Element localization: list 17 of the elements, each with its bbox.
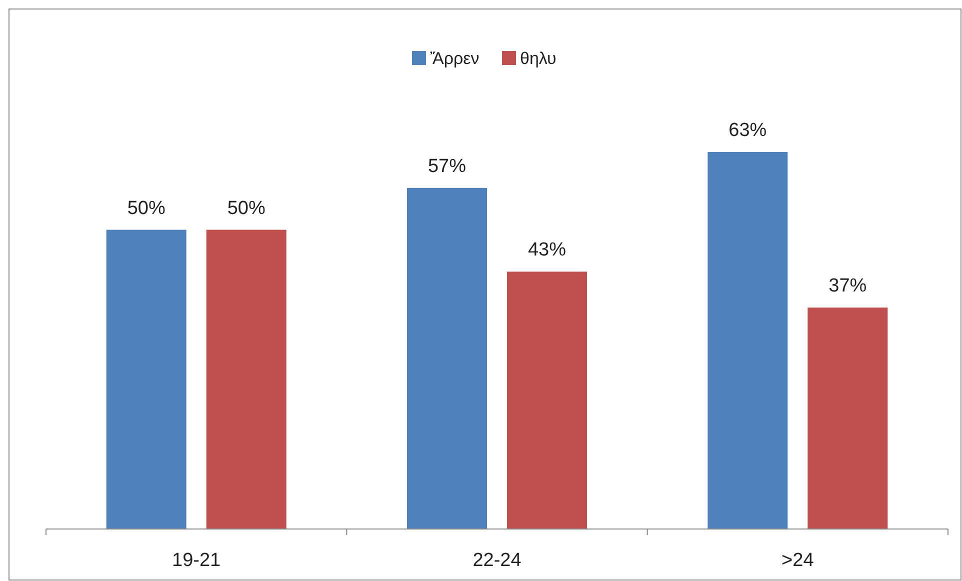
data-label: 63% (728, 120, 767, 141)
bar (507, 272, 587, 529)
legend-label: Ἄρρεν (430, 49, 480, 68)
x-tick-label: 22-24 (472, 550, 522, 571)
bar (407, 188, 487, 529)
x-tick-label: >24 (782, 550, 814, 571)
bar (106, 230, 186, 529)
data-label: 57% (428, 156, 466, 177)
bar (808, 308, 888, 529)
legend-label: θηλυ (520, 49, 556, 68)
bar (206, 230, 286, 529)
x-tick-label: 19-21 (172, 550, 221, 571)
data-label: 43% (528, 240, 566, 261)
data-label: 37% (828, 276, 867, 297)
data-label: 50% (127, 198, 166, 219)
bar (708, 152, 788, 529)
data-label: 50% (227, 198, 266, 219)
